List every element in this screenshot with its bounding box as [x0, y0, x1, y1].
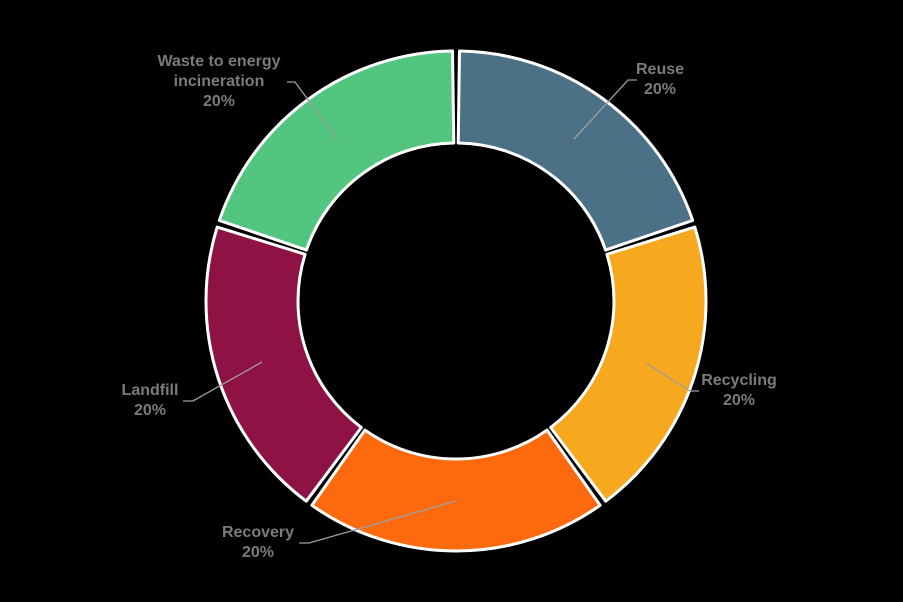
leader-line-waste-to-energy-incineration [287, 81, 338, 140]
leader-line-recovery [299, 500, 457, 544]
leader-line-landfill [183, 361, 263, 402]
slice-recovery [310, 428, 602, 553]
slice-landfill [204, 225, 363, 503]
slice-waste-to-energy-incineration [217, 49, 456, 252]
slice-recycling [549, 225, 708, 503]
slice-reuse [456, 49, 695, 252]
leader-line-recycling [645, 362, 699, 392]
leader-line-reuse [573, 79, 637, 140]
